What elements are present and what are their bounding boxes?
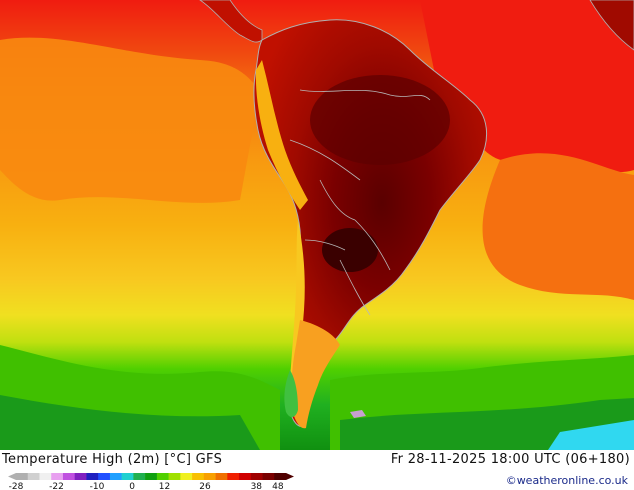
legend-swatch [203,473,216,480]
legend-swatch [227,473,240,480]
central-america-land [199,0,263,43]
legend-swatch [168,473,181,480]
legend-tick-label: 38 [251,482,263,490]
legend-swatch [215,473,228,480]
legend-swatch [74,473,87,480]
map-datetime: Fr 28-11-2025 18:00 UTC (06+180) [390,452,630,467]
atlantic-orange-band [482,153,634,300]
map-title: Temperature High (2m) [°C] GFS [2,452,223,467]
legend-swatch [250,473,263,480]
legend-swatch [121,473,134,480]
legend-swatch [262,473,275,480]
country-borders [289,89,431,316]
legend-swatch [180,473,193,480]
heat-core-paraguay [322,228,378,272]
legend-swatch [133,473,146,480]
legend-swatch [51,473,64,480]
legend-tick-label: 12 [159,482,170,490]
legend-colorbar: -28 -22 -10 0 12 26 38 48 [8,473,294,490]
legend-swatch [62,473,75,480]
legend-arrow-high [286,473,294,480]
legend-tick-label: -22 [49,482,64,490]
legend-swatch [145,473,158,480]
legend-swatch [27,473,40,480]
legend-swatch [109,473,122,480]
legend-swatch [39,473,52,480]
andes-strip-north [255,60,308,210]
legend-swatch [192,473,205,480]
falkland-islands [350,410,366,418]
legend-swatch [156,473,169,480]
credit-link[interactable]: ©weatheronline.co.uk [505,474,628,487]
legend-swatch [16,473,29,480]
southern-dark-green-west [0,395,260,450]
heat-core-amazon [310,75,450,165]
legend-arrow-low [8,473,16,480]
patagonia-green [284,370,298,418]
legend-swatch [98,473,111,480]
legend-swatch [239,473,252,480]
legend-tick-label: -28 [9,482,24,490]
legend-tick-label: 26 [199,482,211,490]
temperature-map [0,0,634,450]
cold-cyan-patch [548,420,634,450]
legend-tick-label: -10 [90,482,105,490]
color-legend: -28 -22 -10 0 12 26 38 48 [6,472,306,490]
legend-tick-label: 0 [129,482,135,490]
legend-swatch [274,473,287,480]
pacific-orange-band [0,37,260,203]
patagonia-warm [291,320,340,429]
map-footer: Temperature High (2m) [°C] GFS Fr 28-11-… [0,450,634,490]
legend-swatch [86,473,99,480]
legend-tick-label: 48 [272,482,284,490]
map-canvas [0,0,634,450]
